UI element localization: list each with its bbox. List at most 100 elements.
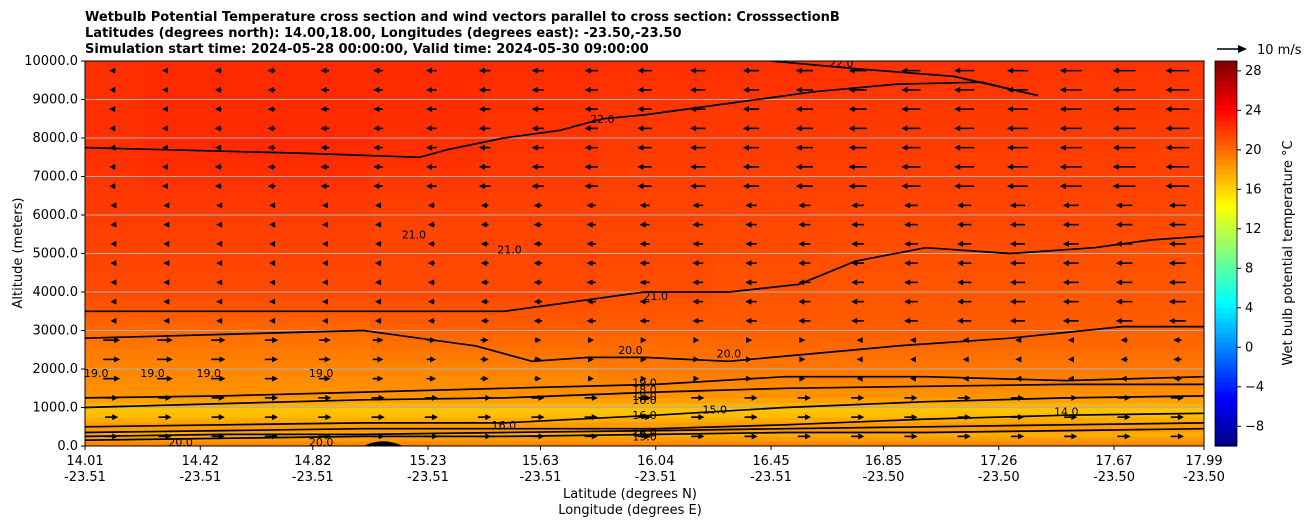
field-cell xyxy=(827,431,942,437)
field-cell xyxy=(941,340,1057,346)
field-cell xyxy=(1056,397,1160,404)
wind-vector-head xyxy=(163,221,170,228)
colorbar-band xyxy=(1215,292,1237,299)
wind-vector-head xyxy=(901,163,908,170)
y-tick-label: 4000.0 xyxy=(33,285,79,300)
field-cell xyxy=(1056,234,1160,240)
wind-vector-head xyxy=(798,202,805,209)
wind-vector-head xyxy=(1018,414,1025,421)
wind-vector-head xyxy=(480,279,487,286)
field-cell xyxy=(713,320,828,327)
field-cell xyxy=(1056,263,1160,269)
colorbar-band xyxy=(1215,283,1237,289)
field-cell xyxy=(1056,104,1160,110)
field-cell xyxy=(85,287,144,293)
wind-vector-head xyxy=(957,221,964,228)
field-cell xyxy=(713,388,828,394)
field-cell xyxy=(941,292,1057,298)
field-cell xyxy=(827,263,942,269)
field-cell xyxy=(1159,402,1204,409)
field-cell xyxy=(598,272,714,279)
field-cell xyxy=(370,200,485,206)
field-cell xyxy=(85,248,144,255)
wind-vector-head xyxy=(1120,375,1127,382)
field-cell xyxy=(598,219,714,226)
wind-vector-head xyxy=(218,414,225,421)
field-cell xyxy=(85,311,144,317)
field-cell xyxy=(598,80,714,86)
x-tick-label-lat: 16.85 xyxy=(865,454,902,469)
x-axis-label-longitude: Longitude (degrees E) xyxy=(558,503,702,518)
wind-vector-head xyxy=(374,221,381,228)
field-cell xyxy=(941,412,1057,418)
wind-vector-head xyxy=(531,163,538,170)
field-cell xyxy=(370,142,485,149)
field-cell xyxy=(142,301,258,308)
wind-vector-head xyxy=(1062,202,1069,209)
field-cell xyxy=(713,316,828,322)
field-cell xyxy=(142,171,258,178)
field-cell xyxy=(142,142,258,149)
colorbar-band xyxy=(1215,90,1237,97)
wind-vector-head xyxy=(485,414,492,421)
field-cell xyxy=(256,373,371,380)
wind-vector-head xyxy=(533,202,540,209)
colorbar-band xyxy=(1215,421,1237,427)
colorbar-band xyxy=(1215,233,1237,240)
field-cell xyxy=(598,157,714,163)
colorbar-band xyxy=(1215,406,1237,413)
field-cell xyxy=(85,441,144,446)
field-cell xyxy=(1056,157,1160,163)
field-cell xyxy=(256,113,371,120)
wind-vector-head xyxy=(1059,144,1066,151)
field-cell xyxy=(827,354,942,360)
wind-vector-head xyxy=(426,125,433,132)
wind-vector-head xyxy=(904,221,911,228)
field-cell xyxy=(370,272,485,279)
field-cell xyxy=(941,190,1057,197)
field-cell xyxy=(598,210,714,216)
contour-label: 18.0 xyxy=(632,383,657,396)
field-cell xyxy=(713,282,828,288)
wind-vector-head xyxy=(848,86,855,93)
field-cell xyxy=(598,373,714,380)
wind-vector-head xyxy=(904,317,911,324)
field-cell xyxy=(1056,354,1160,360)
wind-vector-head xyxy=(690,183,697,190)
field-cell xyxy=(142,407,258,413)
wind-vector-head xyxy=(904,202,911,209)
wind-vector-head xyxy=(165,394,172,401)
field-cell xyxy=(1159,94,1204,101)
field-cell xyxy=(598,75,714,81)
colorbar-band xyxy=(1215,322,1237,329)
y-tick-label: 7000.0 xyxy=(33,170,79,185)
field-cell xyxy=(598,181,714,187)
wind-vector-head xyxy=(591,433,598,440)
field-cell xyxy=(256,147,371,154)
field-cell xyxy=(484,243,599,250)
colorbar-band xyxy=(1215,396,1237,403)
field-cell xyxy=(1159,205,1204,211)
wind-vector-head xyxy=(482,337,489,344)
colorbar-band xyxy=(1215,149,1237,156)
wind-vector-head xyxy=(322,221,329,228)
field-cell xyxy=(827,421,942,428)
field-cell xyxy=(370,65,485,72)
colorbar-band xyxy=(1215,120,1237,126)
wind-vector-head xyxy=(163,202,170,209)
field-cell xyxy=(370,316,485,322)
field-cell xyxy=(713,272,828,279)
field-cell xyxy=(142,123,258,129)
field-cell xyxy=(598,186,714,192)
x-tick-label-lon: -23.51 xyxy=(750,470,792,485)
field-cell xyxy=(484,215,599,221)
wind-vector-head xyxy=(901,144,908,151)
field-cell xyxy=(713,402,828,409)
field-cell xyxy=(713,152,828,158)
field-cell xyxy=(370,335,485,341)
field-cell xyxy=(484,104,599,110)
field-cell xyxy=(484,407,599,413)
field-cell xyxy=(484,292,599,298)
field-cell xyxy=(941,426,1057,433)
